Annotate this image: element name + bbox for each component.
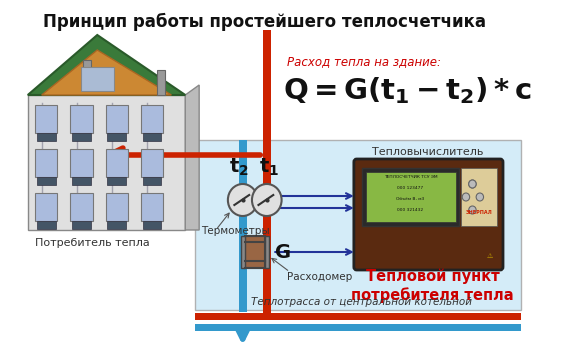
Bar: [142, 177, 161, 185]
Circle shape: [228, 184, 257, 216]
Text: $\mathbf{t_2}$: $\mathbf{t_2}$: [229, 157, 249, 178]
Bar: [37, 133, 55, 141]
Bar: [241, 236, 245, 268]
Bar: [106, 149, 128, 177]
Bar: [239, 140, 247, 312]
Text: $\mathbf{G}$: $\mathbf{G}$: [274, 242, 291, 262]
Bar: [106, 193, 128, 221]
Text: ТЕПЛОСЧЕТЧИК ТСУ ЭМ: ТЕПЛОСЧЕТЧИК ТСУ ЭМ: [384, 175, 437, 179]
Text: Принцип работы простейшего теплосчетчика: Принцип работы простейшего теплосчетчика: [43, 13, 486, 31]
FancyBboxPatch shape: [194, 140, 521, 310]
Text: 000 321432: 000 321432: [398, 208, 423, 212]
Bar: [157, 70, 165, 95]
Bar: [141, 193, 163, 221]
Bar: [141, 149, 163, 177]
Circle shape: [468, 180, 476, 188]
Polygon shape: [42, 50, 172, 95]
Text: Теплотрасса от центральной котельной: Теплотрасса от центральной котельной: [251, 297, 472, 307]
Circle shape: [462, 193, 470, 201]
Bar: [194, 324, 521, 331]
Bar: [72, 133, 91, 141]
Bar: [84, 60, 91, 90]
Text: Объём В, м3: Объём В, м3: [396, 197, 424, 201]
Text: Тепловычислитель: Тепловычислитель: [372, 147, 484, 157]
Bar: [142, 133, 161, 141]
Bar: [37, 221, 55, 229]
Text: Потребитель тепла: Потребитель тепла: [35, 238, 150, 248]
Bar: [108, 177, 126, 185]
Circle shape: [476, 193, 483, 201]
Bar: [81, 67, 114, 91]
Circle shape: [468, 206, 476, 214]
Bar: [35, 105, 57, 133]
FancyBboxPatch shape: [461, 168, 496, 226]
Bar: [72, 221, 91, 229]
Bar: [72, 177, 91, 185]
Bar: [194, 313, 521, 320]
Bar: [245, 236, 265, 268]
Bar: [70, 193, 93, 221]
Bar: [37, 177, 55, 185]
Bar: [142, 221, 161, 229]
Text: ЭНЕРПАЛ: ЭНЕРПАЛ: [466, 210, 492, 215]
FancyBboxPatch shape: [366, 172, 456, 222]
Bar: [108, 221, 126, 229]
Text: Тепловой пункт
потребителя тепла: Тепловой пункт потребителя тепла: [351, 268, 514, 303]
Circle shape: [468, 180, 476, 188]
FancyBboxPatch shape: [362, 168, 459, 226]
Bar: [35, 193, 57, 221]
Text: $\mathbf{Q=G(t_1 - t_2)*c}$: $\mathbf{Q=G(t_1 - t_2)*c}$: [283, 75, 531, 106]
Bar: [35, 149, 57, 177]
Bar: [70, 105, 93, 133]
Bar: [265, 236, 269, 268]
Text: ⚠: ⚠: [487, 253, 493, 259]
Bar: [141, 105, 163, 133]
Bar: [263, 30, 272, 313]
FancyBboxPatch shape: [354, 159, 503, 270]
Bar: [70, 149, 93, 177]
Text: Расходомер: Расходомер: [287, 272, 352, 282]
Text: Расход тепла на здание:: Расход тепла на здание:: [287, 55, 441, 68]
Polygon shape: [185, 85, 199, 230]
Text: $\mathbf{t_1}$: $\mathbf{t_1}$: [260, 157, 280, 178]
Polygon shape: [28, 35, 185, 95]
Bar: [106, 105, 128, 133]
Bar: [108, 133, 126, 141]
Bar: [28, 95, 185, 230]
Text: Термометры: Термометры: [201, 226, 269, 236]
Text: 000 123477: 000 123477: [398, 186, 423, 190]
Circle shape: [252, 184, 281, 216]
